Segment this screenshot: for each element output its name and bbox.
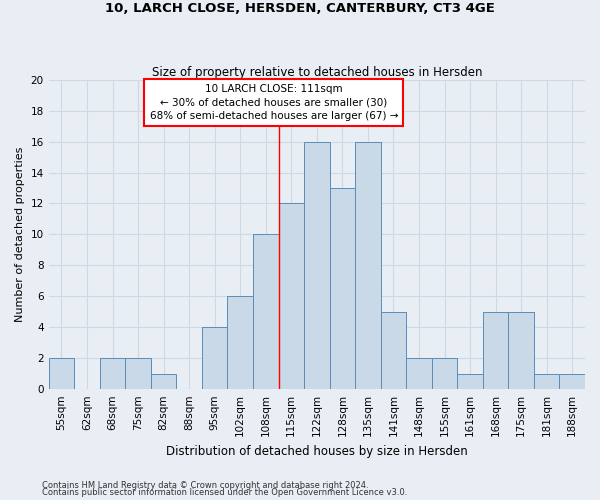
Bar: [559, 374, 585, 389]
Bar: [151, 374, 176, 389]
Bar: [253, 234, 278, 389]
Bar: [432, 358, 457, 389]
Bar: [202, 328, 227, 389]
Bar: [355, 142, 380, 389]
Bar: [406, 358, 432, 389]
Bar: [100, 358, 125, 389]
Bar: [508, 312, 534, 389]
Title: Size of property relative to detached houses in Hersden: Size of property relative to detached ho…: [152, 66, 482, 78]
Bar: [457, 374, 483, 389]
Bar: [380, 312, 406, 389]
Bar: [483, 312, 508, 389]
Bar: [329, 188, 355, 389]
Bar: [125, 358, 151, 389]
Bar: [227, 296, 253, 389]
Bar: [304, 142, 329, 389]
Bar: [534, 374, 559, 389]
Y-axis label: Number of detached properties: Number of detached properties: [15, 146, 25, 322]
Bar: [49, 358, 74, 389]
Text: 10 LARCH CLOSE: 111sqm
← 30% of detached houses are smaller (30)
68% of semi-det: 10 LARCH CLOSE: 111sqm ← 30% of detached…: [149, 84, 398, 120]
X-axis label: Distribution of detached houses by size in Hersden: Distribution of detached houses by size …: [166, 444, 468, 458]
Text: Contains HM Land Registry data © Crown copyright and database right 2024.: Contains HM Land Registry data © Crown c…: [42, 480, 368, 490]
Text: Contains public sector information licensed under the Open Government Licence v3: Contains public sector information licen…: [42, 488, 407, 497]
Bar: [278, 204, 304, 389]
Text: 10, LARCH CLOSE, HERSDEN, CANTERBURY, CT3 4GE: 10, LARCH CLOSE, HERSDEN, CANTERBURY, CT…: [105, 2, 495, 16]
